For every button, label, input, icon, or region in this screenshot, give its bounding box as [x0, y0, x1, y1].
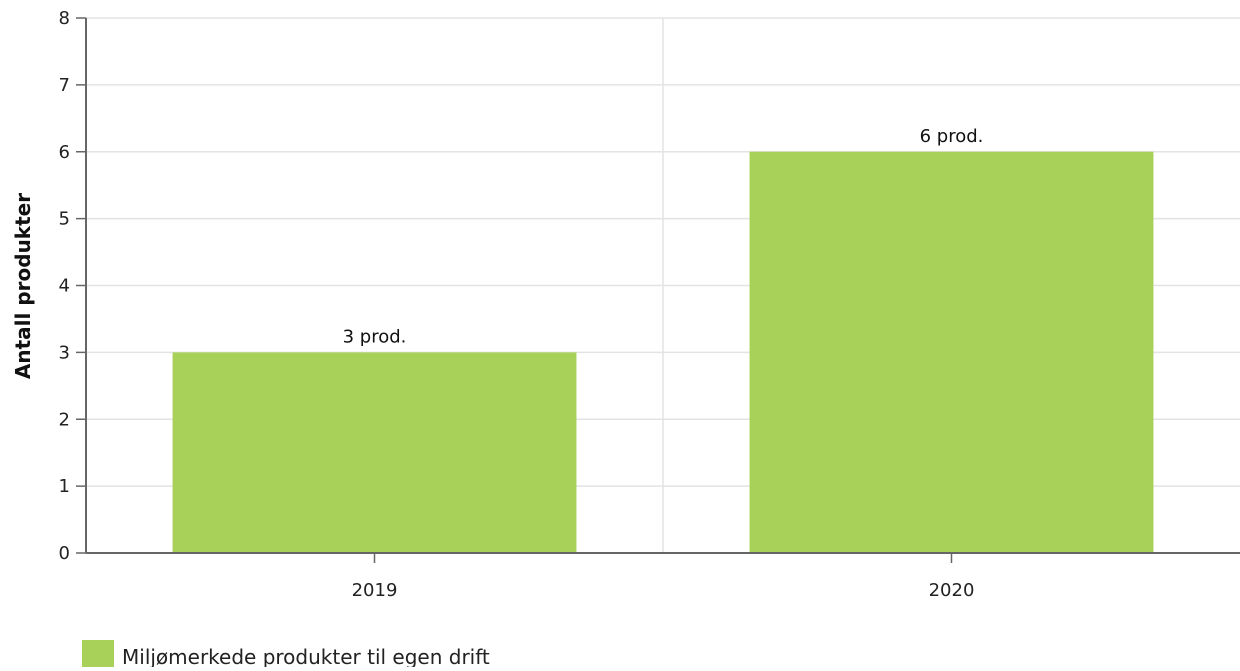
axes	[76, 17, 1240, 563]
y-axis-title: Antall produkter	[11, 193, 35, 379]
labels: 0 1 2 3 4 5 6 7 8 3 prod. 2019 6 prod. 2020	[59, 8, 984, 601]
y-tick-label: 0	[59, 543, 70, 564]
y-tick-label: 8	[59, 8, 70, 29]
y-tick-label: 2	[59, 409, 70, 430]
x-tick-label-2020: 2020	[929, 580, 975, 601]
legend: Miljømerkede produkter til egen drift	[82, 640, 490, 669]
legend-swatch	[82, 640, 114, 667]
y-tick-label: 3	[59, 342, 70, 363]
bar-2020	[749, 151, 1154, 553]
y-tick-label: 1	[59, 476, 70, 497]
data-label-2019: 3 prod.	[343, 326, 407, 347]
y-tick-label: 7	[59, 75, 70, 96]
x-tick-label-2019: 2019	[352, 580, 398, 601]
y-tick-label: 4	[59, 276, 70, 297]
bar-2019	[172, 352, 577, 553]
y-tick-label: 6	[59, 142, 70, 163]
y-tick-label: 5	[59, 209, 70, 230]
legend-label: Miljømerkede produkter til egen drift	[122, 645, 490, 667]
bars	[172, 151, 1154, 553]
data-label-2020: 6 prod.	[920, 126, 984, 147]
